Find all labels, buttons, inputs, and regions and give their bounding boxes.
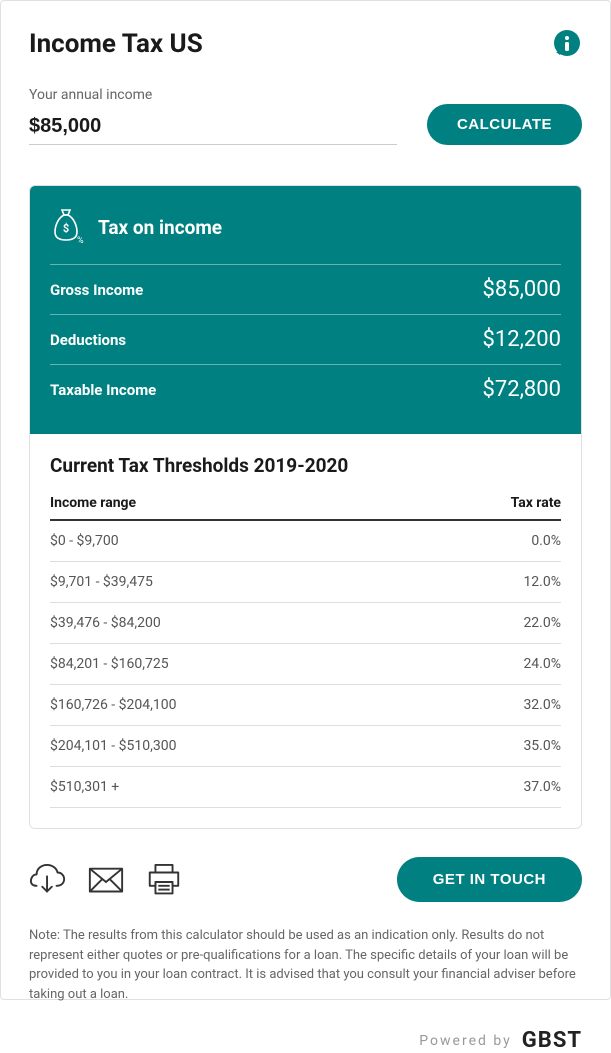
thresholds-header: Income range Tax rate	[50, 495, 561, 521]
table-row: $9,701 - $39,475 12.0%	[50, 562, 561, 603]
tax-panel: $ % Tax on income Gross Income $85,000 D…	[30, 186, 581, 434]
table-row: $160,726 - $204,100 32.0%	[50, 685, 561, 726]
get-in-touch-button[interactable]: GET IN TOUCH	[397, 857, 582, 902]
col-income-range: Income range	[50, 495, 136, 511]
powered-by: Powered by GBST	[29, 1028, 582, 1053]
page-title: Income Tax US	[29, 29, 203, 59]
svg-text:$: $	[63, 222, 69, 235]
powered-label: Powered by	[419, 1033, 512, 1049]
range-cell: $84,201 - $160,725	[50, 656, 169, 672]
powered-brand: GBST	[522, 1028, 582, 1053]
tax-row-label: Gross Income	[50, 281, 143, 299]
table-row: $84,201 - $160,725 24.0%	[50, 644, 561, 685]
tax-row-label: Deductions	[50, 331, 126, 349]
money-bag-icon: $ %	[50, 206, 84, 248]
income-input[interactable]	[29, 109, 397, 145]
svg-text:%: %	[77, 236, 84, 244]
tax-row-value: $12,200	[482, 327, 561, 352]
range-cell: $204,101 - $510,300	[50, 738, 176, 754]
print-icon[interactable]	[145, 863, 183, 897]
income-label: Your annual income	[29, 87, 397, 103]
range-cell: $160,726 - $204,100	[50, 697, 176, 713]
tax-row: Gross Income $85,000	[50, 264, 561, 314]
tax-row-value: $85,000	[482, 277, 561, 302]
rate-cell: 0.0%	[531, 533, 561, 549]
table-row: $510,301 + 37.0%	[50, 767, 561, 808]
rate-cell: 37.0%	[523, 779, 561, 795]
email-icon[interactable]	[87, 863, 125, 897]
tax-panel-title: Tax on income	[98, 216, 222, 239]
thresholds-title: Current Tax Thresholds 2019-2020	[50, 454, 561, 477]
tax-row: Deductions $12,200	[50, 314, 561, 364]
disclaimer-note: Note: The results from this calculator s…	[29, 926, 582, 1004]
calculate-button[interactable]: CALCULATE	[427, 104, 582, 145]
range-cell: $39,476 - $84,200	[50, 615, 161, 631]
table-row: $0 - $9,700 0.0%	[50, 521, 561, 562]
range-cell: $0 - $9,700	[50, 533, 119, 549]
rate-cell: 32.0%	[523, 697, 561, 713]
range-cell: $9,701 - $39,475	[50, 574, 153, 590]
tax-row-label: Taxable Income	[50, 381, 156, 399]
range-cell: $510,301 +	[50, 779, 119, 795]
results-card: $ % Tax on income Gross Income $85,000 D…	[29, 185, 582, 829]
rate-cell: 24.0%	[523, 656, 561, 672]
rate-cell: 12.0%	[523, 574, 561, 590]
col-tax-rate: Tax rate	[511, 495, 561, 511]
tax-row: Taxable Income $72,800	[50, 364, 561, 414]
rate-cell: 22.0%	[523, 615, 561, 631]
thresholds-panel: Current Tax Thresholds 2019-2020 Income …	[30, 434, 581, 828]
table-row: $204,101 - $510,300 35.0%	[50, 726, 561, 767]
info-icon[interactable]	[552, 29, 582, 59]
download-icon[interactable]	[29, 863, 67, 897]
tax-row-value: $72,800	[482, 377, 561, 402]
table-row: $39,476 - $84,200 22.0%	[50, 603, 561, 644]
rate-cell: 35.0%	[523, 738, 561, 754]
